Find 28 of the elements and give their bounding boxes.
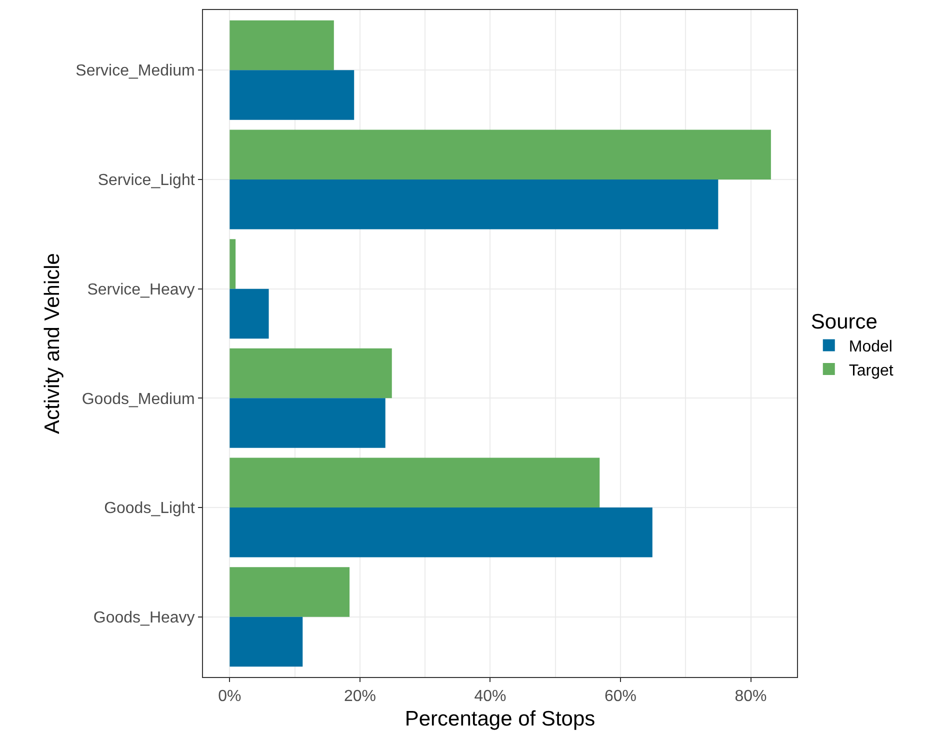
y-axis-title: Activity and Vehicle — [40, 253, 64, 434]
y-tick-label: Service_Light — [98, 172, 196, 190]
bar — [230, 179, 718, 230]
y-tick-label: Goods_Heavy — [93, 609, 195, 626]
bar — [230, 239, 236, 289]
legend-title: Source — [810, 310, 878, 334]
y-tick-label: Goods_Light — [104, 500, 196, 518]
bar — [230, 348, 392, 398]
bar — [230, 70, 354, 120]
bar — [230, 130, 771, 180]
x-tick-label: 0% — [218, 688, 242, 706]
bar — [230, 398, 386, 448]
bar — [230, 288, 269, 339]
y-tick-label: Service_Heavy — [87, 281, 195, 298]
y-tick-label: Service_Medium — [76, 62, 195, 80]
bar — [230, 458, 600, 508]
bar — [230, 508, 652, 558]
y-tick-label: Goods_Medium — [82, 390, 195, 408]
x-tick-label: 60% — [604, 688, 637, 706]
legend-label: Target — [848, 362, 894, 380]
bar — [230, 567, 350, 617]
x-axis-title: Percentage of Stops — [404, 707, 596, 730]
x-tick-label: 80% — [734, 688, 767, 706]
bar — [230, 20, 334, 70]
bar — [230, 616, 303, 667]
x-tick-label: 40% — [474, 688, 506, 706]
x-tick-label: 20% — [344, 688, 376, 706]
legend-label: Model — [848, 338, 892, 356]
